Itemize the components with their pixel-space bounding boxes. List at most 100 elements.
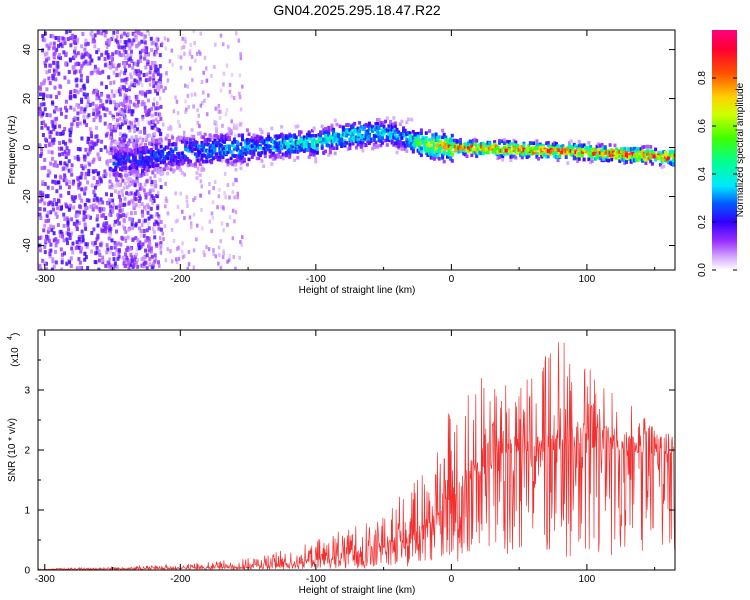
heatmap-cell [171, 259, 174, 264]
heatmap-cell [59, 42, 63, 47]
heatmap-cell [167, 142, 171, 147]
heatmap-cell [208, 219, 211, 224]
heatmap-cell [376, 118, 379, 122]
heatmap-cell [111, 209, 115, 214]
heatmap-cell [265, 145, 269, 149]
heatmap-cell [465, 142, 469, 147]
heatmap-cell [154, 81, 158, 86]
heatmap-cell [608, 151, 612, 155]
colorbar-tick-label: 0.0 [697, 263, 708, 277]
heatmap-cell [86, 41, 90, 46]
heatmap-cell [112, 62, 116, 67]
heatmap-cell [673, 153, 675, 158]
heatmap-cell [428, 150, 432, 155]
heatmap-cell [134, 134, 138, 139]
heatmap-cell [113, 252, 117, 256]
heatmap-cell [649, 150, 653, 154]
heatmap-cell [158, 64, 162, 69]
heatmap-cell [49, 130, 53, 135]
heatmap-cell [84, 226, 88, 231]
heatmap-cell [374, 134, 378, 138]
heatmap-cell [95, 134, 99, 139]
heatmap-cell [270, 162, 274, 166]
heatmap-cell [541, 143, 545, 148]
heatmap-cell [154, 157, 158, 162]
heatmap-cell [213, 134, 217, 138]
heatmap-cell [434, 140, 438, 145]
heatmap-cell [153, 88, 157, 93]
heatmap-cell [103, 57, 107, 61]
heatmap-cell [239, 240, 242, 245]
heatmap-cell [136, 160, 140, 164]
heatmap-cell [540, 148, 544, 153]
heatmap-cell [312, 153, 316, 157]
heatmap-cell [408, 134, 412, 138]
heatmap-cell [86, 140, 90, 145]
heatmap-cell [76, 176, 80, 181]
heatmap-cell [115, 34, 119, 39]
heatmap-cell [210, 160, 214, 165]
heatmap-cell [252, 133, 256, 137]
heatmap-cell [123, 166, 127, 170]
heatmap-cell [584, 148, 588, 153]
heatmap-cell [577, 144, 581, 148]
heatmap-cell [218, 158, 222, 162]
heatmap-cell [148, 239, 151, 244]
heatmap-cell [47, 76, 51, 81]
heatmap-cell [481, 141, 485, 146]
heatmap-cell [397, 130, 401, 134]
heatmap-cell [110, 61, 113, 66]
heatmap-cell [398, 132, 402, 137]
heatmap-cell [493, 143, 497, 147]
heatmap-cell [127, 57, 131, 62]
heatmap-cell [111, 263, 115, 268]
heatmap-cell [123, 92, 126, 97]
heatmap-cell [273, 156, 277, 161]
heatmap-cell [327, 153, 331, 157]
heatmap-cell [57, 38, 61, 43]
heatmap-cell [442, 132, 446, 137]
heatmap-cell [93, 33, 97, 38]
heatmap-cell [87, 113, 91, 118]
heatmap-cell [437, 139, 441, 144]
heatmap-cell [170, 227, 174, 232]
heatmap-cell [140, 32, 144, 37]
heatmap-cell [322, 131, 326, 135]
heatmap-cell [54, 260, 58, 265]
heatmap-cell [79, 249, 83, 254]
heatmap-cell [81, 166, 85, 171]
heatmap-cell [327, 129, 331, 133]
heatmap-cell [273, 153, 277, 158]
heatmap-cell [629, 159, 633, 163]
heatmap-cell [245, 162, 249, 167]
heatmap-cell [569, 144, 573, 149]
heatmap-cell [493, 148, 497, 153]
heatmap-cell [193, 140, 197, 144]
heatmap-cell [587, 157, 591, 162]
heatmap-cell [483, 142, 487, 147]
heatmap-cell [239, 149, 243, 154]
heatmap-cell [123, 173, 127, 177]
heatmap-cell [113, 263, 117, 268]
heatmap-cell [475, 154, 479, 158]
heatmap-cell [221, 150, 225, 155]
heatmap-cell [459, 147, 462, 151]
heatmap-cell [109, 148, 113, 152]
heatmap-cell [114, 128, 118, 133]
heatmap-cell [49, 210, 53, 215]
heatmap-cell [324, 138, 327, 142]
heatmap-cell [155, 51, 158, 56]
snr-x-label: Height of straight line (km) [299, 585, 416, 596]
heatmap-cell [141, 150, 145, 155]
heatmap-cell [126, 212, 129, 216]
heatmap-cell [158, 128, 162, 133]
heatmap-cell [150, 61, 154, 65]
heatmap-cell [476, 146, 480, 151]
heatmap-cell [527, 154, 531, 158]
heatmap-cell [607, 149, 610, 153]
heatmap-cell [511, 154, 514, 159]
heatmap-cell [511, 145, 514, 149]
heatmap-cell [91, 145, 95, 150]
heatmap-cell [218, 253, 221, 258]
heatmap-cell [77, 237, 81, 241]
